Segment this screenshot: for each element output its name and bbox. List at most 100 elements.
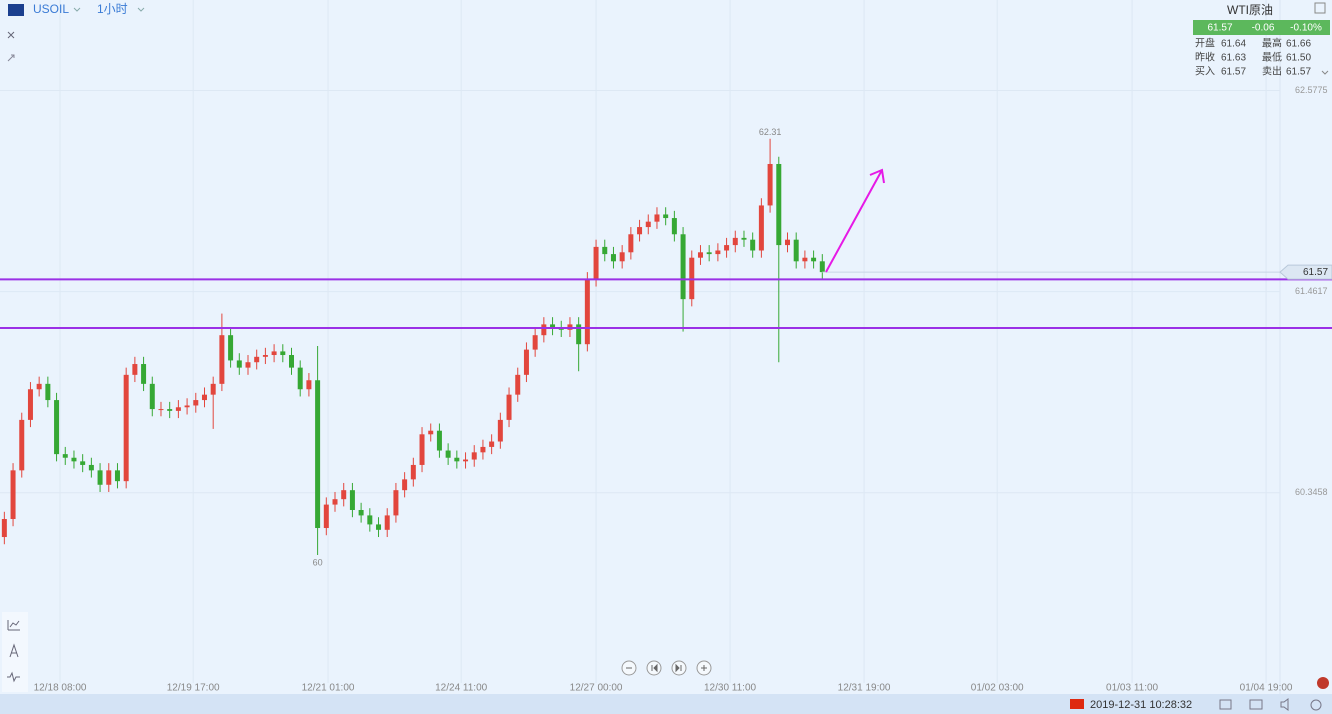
- window-button[interactable]: [1219, 699, 1232, 710]
- quote-value: 61.63: [1221, 53, 1246, 64]
- candle-body: [80, 461, 86, 465]
- x-tick-label: 12/31 19:00: [838, 683, 891, 694]
- candle-body: [489, 441, 495, 447]
- candle-body: [123, 374, 129, 482]
- settings-button[interactable]: [1310, 699, 1322, 711]
- candle-body: [114, 470, 120, 482]
- x-tick-label: 12/19 17:00: [167, 683, 220, 694]
- status-datetime: 2019-12-31 10:28:32: [1090, 699, 1192, 711]
- candle-body: [27, 389, 33, 420]
- candle-body: [697, 252, 703, 258]
- quote-label: 买入: [1195, 66, 1215, 78]
- candle-body: [315, 380, 321, 529]
- candle-body: [506, 394, 512, 420]
- candle-body: [654, 214, 660, 222]
- x-tick-label: 01/02 03:00: [971, 683, 1024, 694]
- candle-body: [758, 205, 764, 251]
- panel-button[interactable]: [1314, 2, 1326, 14]
- x-tick-label: 12/18 08:00: [34, 683, 87, 694]
- candle-body: [306, 380, 312, 390]
- candle-body: [776, 163, 782, 246]
- quote-label: 昨收: [1195, 51, 1215, 64]
- candle-body: [54, 400, 60, 455]
- panel-collapse[interactable]: [1321, 70, 1329, 75]
- x-tick-label: 01/04 19:00: [1240, 683, 1293, 694]
- low-marker: 60: [313, 557, 323, 567]
- candle-body: [445, 450, 451, 458]
- candle-body: [289, 355, 295, 368]
- x-tick-label: 12/24 11:00: [435, 683, 488, 694]
- candle-body: [62, 454, 68, 458]
- candle-body: [158, 409, 164, 411]
- candle-body: [280, 351, 286, 356]
- quote-change: -0.06: [1252, 23, 1275, 34]
- candle-body: [628, 234, 634, 253]
- candle-body: [376, 524, 382, 530]
- logo: [1317, 677, 1329, 689]
- candle-body: [480, 446, 486, 453]
- quote-label: 最高: [1262, 37, 1282, 50]
- dropdown[interactable]: [73, 7, 81, 12]
- candle-body: [149, 383, 155, 410]
- candle-body: [358, 509, 364, 516]
- quote-change-pct: -0.10%: [1290, 23, 1322, 34]
- candle-body: [811, 257, 817, 262]
- candle-body: [297, 367, 303, 390]
- last-price-tag: [1279, 264, 1332, 280]
- candle-body: [271, 351, 277, 356]
- flag: [1070, 699, 1084, 709]
- collapse-button[interactable]: [7, 54, 15, 62]
- candle-body: [97, 470, 103, 485]
- candle-body: [706, 252, 712, 255]
- screenshot-button[interactable]: [1249, 699, 1263, 710]
- candle-body: [1, 519, 7, 538]
- status-bar: [0, 694, 1332, 714]
- candle-body: [323, 504, 329, 529]
- quote-value: 61.57: [1221, 67, 1246, 78]
- candle-body: [750, 239, 756, 251]
- quote-name: WTI原油: [1227, 3, 1273, 17]
- candle-body: [793, 239, 799, 262]
- candle-body: [184, 405, 190, 408]
- candle-body: [802, 257, 808, 262]
- interval[interactable]: 1小时: [97, 2, 128, 16]
- symbol[interactable]: USOIL: [33, 2, 69, 16]
- candle-body: [175, 407, 181, 411]
- candle-body: [45, 383, 51, 401]
- quote-value: 61.57: [1286, 67, 1311, 78]
- navigation: [621, 660, 712, 676]
- candle-body: [71, 457, 77, 462]
- symbol-icon[interactable]: [8, 4, 24, 16]
- icon: [651, 663, 658, 673]
- x-tick-label: 12/21 01:00: [302, 683, 355, 694]
- icon: [675, 663, 682, 673]
- candle-body: [19, 419, 25, 471]
- icon: [701, 665, 707, 671]
- quote-value: 61.50: [1286, 53, 1311, 64]
- sound-button[interactable]: [1280, 698, 1289, 711]
- candle-body: [541, 324, 547, 336]
- quote-label: 最低: [1262, 51, 1282, 64]
- x-tick-label: 12/27 00:00: [570, 683, 623, 694]
- close-button[interactable]: [7, 31, 15, 39]
- candle-body: [550, 324, 556, 328]
- wave-tool[interactable]: [7, 671, 20, 683]
- candle-body: [106, 470, 112, 485]
- dropdown[interactable]: [137, 7, 145, 12]
- draw-tool[interactable]: [9, 643, 19, 658]
- candle-body: [497, 419, 503, 442]
- candle-body: [88, 464, 94, 471]
- indicator-tool[interactable]: [7, 620, 20, 631]
- candle-body: [228, 335, 234, 361]
- candle-body: [523, 349, 529, 375]
- candle-body: [402, 479, 408, 491]
- candle-body: [454, 457, 460, 462]
- candle-body: [619, 252, 625, 262]
- candle-body: [819, 261, 825, 273]
- candle-body: [236, 360, 242, 368]
- candle-body: [210, 383, 216, 395]
- candle-body: [384, 515, 390, 530]
- candle-body: [193, 400, 199, 406]
